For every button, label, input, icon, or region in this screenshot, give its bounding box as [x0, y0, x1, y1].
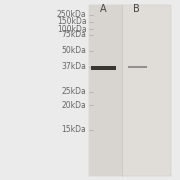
- Bar: [128, 66, 147, 68]
- Text: 50kDa: 50kDa: [62, 46, 86, 55]
- Text: 250kDa: 250kDa: [57, 10, 86, 19]
- Text: 150kDa: 150kDa: [57, 17, 86, 26]
- Text: 37kDa: 37kDa: [62, 62, 86, 71]
- Text: 15kDa: 15kDa: [62, 125, 86, 134]
- Text: 75kDa: 75kDa: [62, 30, 86, 39]
- Text: B: B: [133, 4, 140, 15]
- Text: A: A: [100, 4, 107, 15]
- Text: 100kDa: 100kDa: [57, 25, 86, 34]
- Bar: [89, 4, 122, 176]
- Text: 25kDa: 25kDa: [62, 87, 86, 96]
- Bar: [91, 66, 116, 70]
- Text: 20kDa: 20kDa: [62, 101, 86, 110]
- Bar: [89, 4, 171, 176]
